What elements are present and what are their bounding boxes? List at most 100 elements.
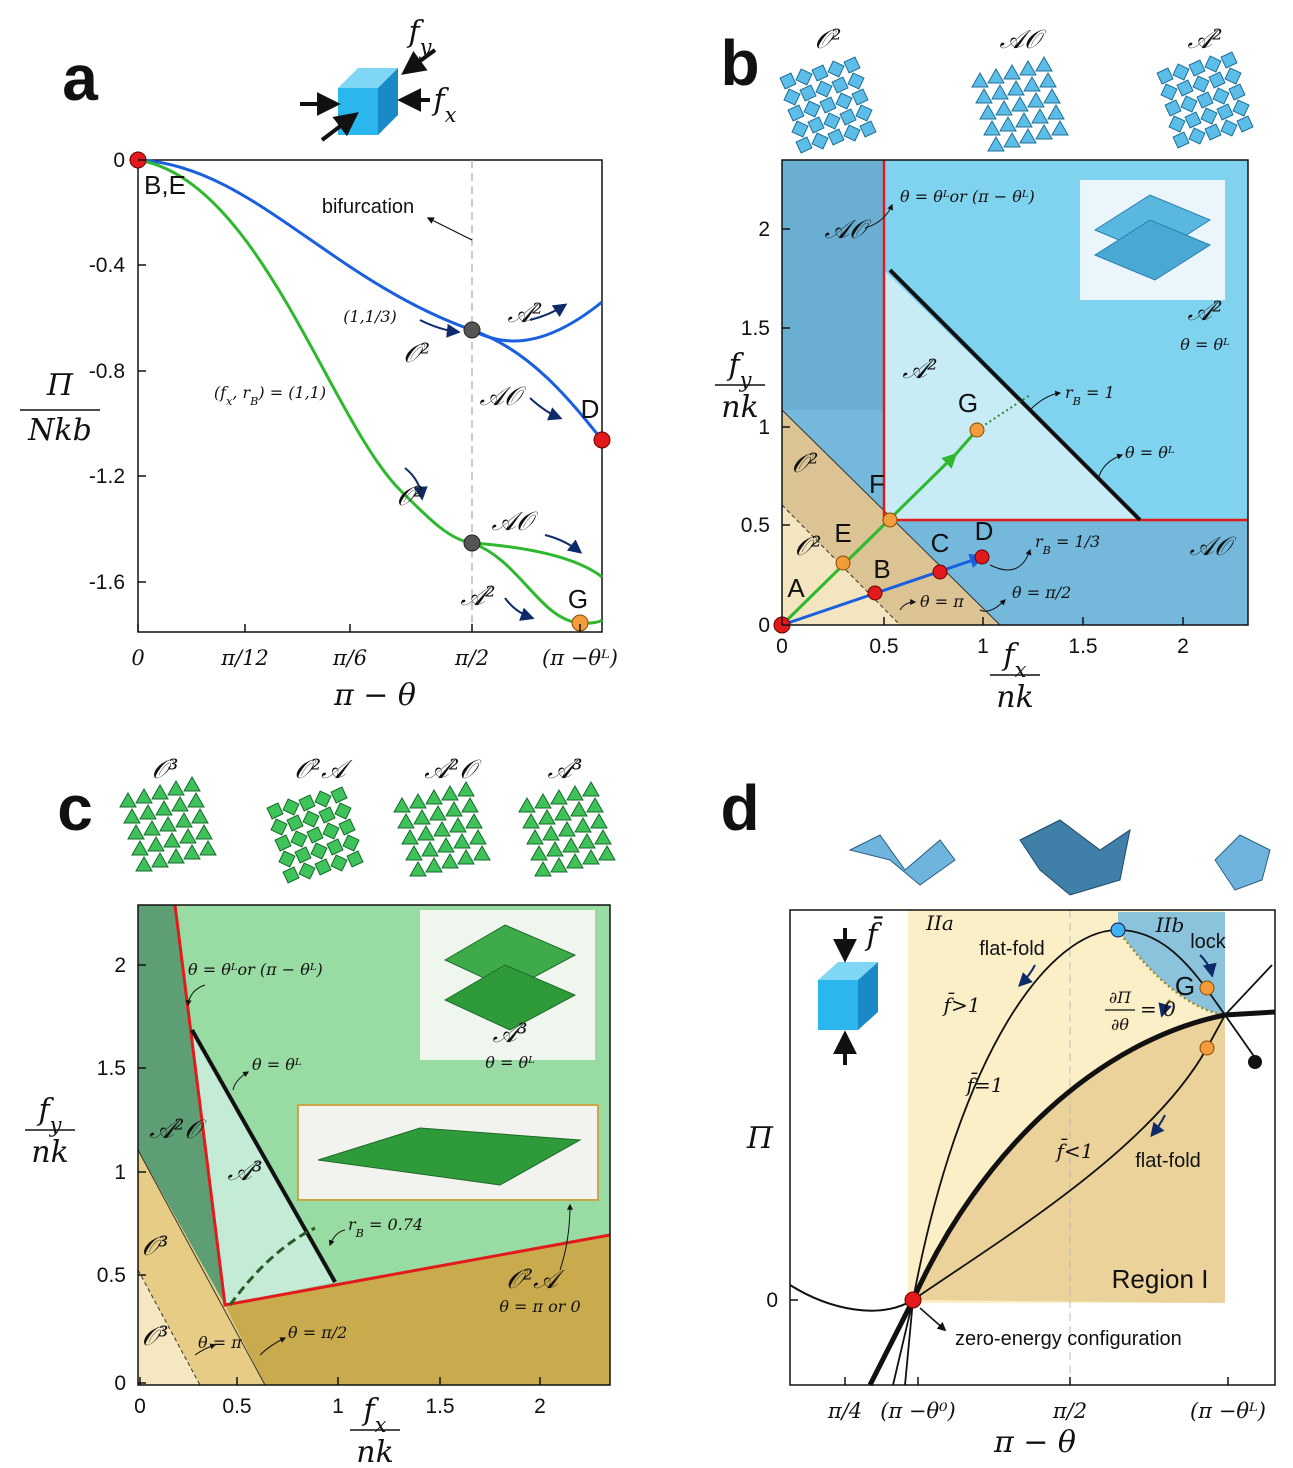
label: f̄<1 — [1055, 1138, 1094, 1163]
label: 𝒪²𝒜 — [506, 1265, 565, 1295]
tile-label: 𝒜² — [1187, 25, 1222, 55]
tile-unit — [327, 839, 343, 855]
origami — [1215, 835, 1270, 890]
x-tick-label: π/6 — [332, 646, 367, 670]
tile-unit — [180, 829, 196, 843]
tile-unit — [454, 834, 470, 848]
arrow — [545, 535, 580, 552]
tile-unit — [1181, 96, 1197, 112]
tile-unit — [583, 782, 599, 796]
tile-unit — [1205, 56, 1221, 72]
y-tick-label: 0.5 — [97, 1264, 126, 1287]
tile-unit — [563, 838, 579, 852]
label: B,E — [144, 170, 186, 200]
label: G — [1175, 971, 1195, 1001]
tile-unit — [1016, 113, 1032, 127]
tile-unit — [587, 798, 603, 812]
tile-unit — [1169, 116, 1185, 132]
tile-unit — [140, 805, 156, 819]
text-part: x — [445, 103, 457, 127]
tile-unit — [470, 830, 486, 844]
tile-unit — [844, 125, 860, 141]
text-part: B — [249, 395, 258, 408]
y-tick-label: 1 — [114, 1161, 126, 1184]
tile-unit — [856, 105, 872, 121]
label: f̄=1 — [965, 1072, 1004, 1097]
tile-unit — [804, 101, 820, 117]
tile-unit — [852, 89, 868, 105]
tile-unit — [303, 811, 319, 827]
tile-unit — [547, 842, 563, 856]
text-part: = 0.74 — [364, 1215, 423, 1234]
force-label: f̄ — [864, 915, 883, 953]
label: θ = π or 0 — [499, 1297, 580, 1316]
axis-title: nk — [721, 390, 759, 425]
tile-unit — [836, 93, 852, 109]
tile-unit — [1177, 80, 1193, 96]
tile-unit — [808, 117, 824, 133]
text-part: B — [1072, 395, 1081, 408]
text-part: x — [1015, 658, 1027, 682]
tile-unit — [1028, 93, 1044, 107]
tile-unit — [1197, 92, 1213, 108]
tile-label: 𝒜³ — [547, 755, 582, 785]
x-tick-label: 0 — [131, 646, 144, 670]
y-tick-label: 0.5 — [741, 514, 770, 537]
panel-label: d — [720, 772, 759, 844]
tile-unit — [1036, 57, 1052, 71]
label: B — [873, 554, 890, 584]
label: bifurcation — [322, 196, 414, 218]
tile-unit — [267, 803, 283, 819]
label: F — [869, 469, 885, 499]
text-part: x — [375, 1413, 387, 1437]
label: 𝒜² — [460, 582, 495, 612]
y-tick-label: -1.2 — [89, 465, 125, 488]
tile-unit — [434, 822, 450, 836]
axis-title: nk — [31, 1135, 69, 1170]
tile-unit — [1052, 121, 1068, 135]
tile-unit — [1185, 112, 1201, 128]
axis-title: Nkb — [27, 413, 92, 448]
tile-unit — [1217, 104, 1233, 120]
label: 𝒜²𝒪 — [149, 1115, 207, 1145]
tile-unit — [442, 854, 458, 868]
tile-unit — [531, 846, 547, 860]
tile-unit — [283, 867, 299, 883]
tile-unit — [844, 57, 860, 73]
label: 𝒪³ — [142, 1232, 169, 1262]
curve — [790, 1285, 913, 1311]
cube-front — [818, 980, 858, 1030]
tile-unit — [120, 793, 136, 807]
x-tick-label: 2 — [534, 1395, 546, 1418]
tile-unit — [335, 803, 351, 819]
label: 𝒜𝒪 — [492, 507, 540, 537]
plot-frame — [138, 160, 602, 632]
tile-unit — [1048, 105, 1064, 119]
tile-unit — [1201, 108, 1217, 124]
tile-unit — [144, 821, 160, 835]
label: (1,1/3) — [343, 307, 397, 326]
arrow — [505, 598, 532, 618]
tile-unit — [812, 133, 828, 149]
y-tick-label: 0 — [766, 1289, 778, 1312]
tile-unit — [450, 818, 466, 832]
tile-unit — [323, 823, 339, 839]
tile-unit — [535, 862, 551, 876]
label: (fx, rB) = (1,1) — [214, 383, 326, 408]
x-tick-label: 0 — [134, 1395, 146, 1418]
tile-unit — [796, 137, 812, 153]
tile-unit — [980, 105, 996, 119]
tile-unit — [422, 842, 438, 856]
point — [933, 565, 947, 579]
tile-unit — [414, 810, 430, 824]
tile-unit — [1161, 84, 1177, 100]
tile-unit — [124, 809, 140, 823]
tile-unit — [307, 827, 323, 843]
y-tick-label: 0 — [758, 614, 770, 637]
label: lock — [1190, 931, 1227, 953]
tile-unit — [315, 791, 331, 807]
tile-unit — [988, 69, 1004, 83]
tile-unit — [832, 77, 848, 93]
green-curve — [138, 160, 602, 623]
label: 𝒜² — [507, 299, 542, 329]
